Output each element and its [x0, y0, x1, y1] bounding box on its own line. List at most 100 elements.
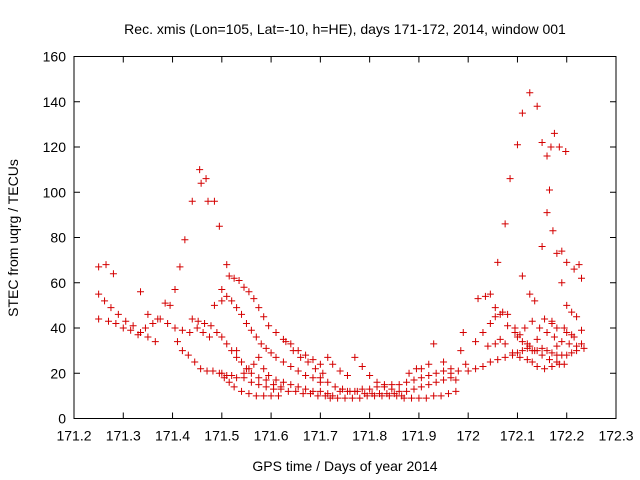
data-point	[550, 129, 558, 137]
data-point	[511, 329, 519, 337]
data-point	[395, 381, 403, 389]
chart-title: Rec. xmis (Lon=105, Lat=-10, h=HE), days…	[124, 21, 566, 37]
data-point	[225, 272, 233, 280]
data-point	[385, 392, 393, 400]
data-point	[104, 317, 112, 325]
data-point	[242, 319, 250, 327]
data-point	[415, 394, 423, 402]
data-point	[373, 378, 381, 386]
data-point	[580, 344, 588, 352]
data-point	[388, 385, 396, 393]
data-point	[457, 347, 465, 355]
data-point	[294, 383, 302, 391]
data-point	[218, 333, 226, 341]
data-point	[452, 376, 460, 384]
data-point	[509, 349, 517, 357]
data-point	[218, 286, 226, 294]
data-point	[575, 261, 583, 269]
data-point	[543, 347, 551, 355]
data-point	[166, 301, 174, 309]
y-axis: 0 20 40 60 80 100 120 140 160	[43, 49, 616, 427]
data-point	[207, 322, 215, 330]
data-point	[277, 385, 285, 393]
data-point	[206, 333, 213, 341]
data-point	[270, 385, 278, 393]
data-point	[329, 360, 337, 368]
data-point	[555, 143, 563, 151]
data-point	[351, 387, 359, 395]
data-point	[188, 197, 196, 205]
data-point	[563, 258, 571, 266]
data-point	[171, 324, 179, 332]
data-point	[425, 360, 433, 368]
data-point	[334, 394, 342, 402]
data-point	[233, 353, 241, 361]
data-point	[265, 322, 273, 330]
data-point	[151, 338, 159, 346]
data-point	[533, 102, 541, 110]
data-point	[223, 340, 231, 348]
data-point	[274, 392, 282, 400]
data-point	[297, 353, 305, 361]
data-point	[95, 290, 103, 298]
data-point	[284, 387, 292, 395]
data-point	[501, 340, 509, 348]
data-point	[553, 324, 561, 332]
data-point	[252, 333, 260, 341]
data-point	[314, 392, 322, 400]
data-point	[538, 344, 546, 352]
data-point	[430, 392, 438, 400]
y-tick-label: 20	[50, 365, 66, 381]
data-point	[247, 326, 255, 334]
y-tick-label: 40	[50, 320, 66, 336]
data-point	[432, 369, 440, 377]
data-point	[363, 392, 371, 400]
data-point	[479, 329, 487, 337]
data-point	[408, 394, 416, 402]
data-point	[178, 326, 186, 334]
data-point	[501, 220, 509, 228]
data-point	[481, 292, 489, 300]
data-point	[462, 360, 470, 368]
data-point	[553, 249, 561, 257]
data-point	[516, 353, 524, 361]
data-point	[343, 387, 351, 395]
data-point	[523, 356, 531, 364]
data-point	[523, 340, 531, 348]
data-point	[129, 322, 137, 330]
data-point	[235, 276, 243, 284]
data-point	[563, 329, 571, 337]
data-point	[358, 385, 366, 393]
data-point	[459, 329, 467, 337]
data-point	[260, 392, 268, 400]
data-point	[501, 353, 509, 361]
data-point	[184, 351, 192, 359]
data-point	[309, 356, 317, 364]
data-point	[422, 394, 430, 402]
data-point	[521, 324, 529, 332]
data-point	[547, 143, 555, 151]
data-point	[210, 301, 218, 309]
data-point	[114, 310, 122, 318]
data-point	[491, 340, 499, 348]
data-point	[112, 319, 120, 327]
data-point	[294, 367, 302, 375]
data-point	[563, 301, 571, 309]
x-tick-label: 171.9	[401, 428, 436, 444]
data-point	[171, 286, 179, 294]
data-point	[548, 349, 556, 357]
data-point	[518, 347, 526, 355]
data-point	[95, 263, 103, 271]
data-point	[336, 367, 344, 375]
data-point	[137, 288, 145, 296]
data-point	[188, 315, 196, 323]
data-point	[218, 297, 226, 305]
data-point	[209, 367, 217, 375]
data-point	[560, 324, 568, 332]
data-point	[425, 381, 433, 389]
data-point	[528, 317, 536, 325]
data-point	[486, 290, 494, 298]
data-point	[233, 374, 241, 382]
data-point	[400, 394, 408, 402]
data-point	[255, 374, 263, 382]
